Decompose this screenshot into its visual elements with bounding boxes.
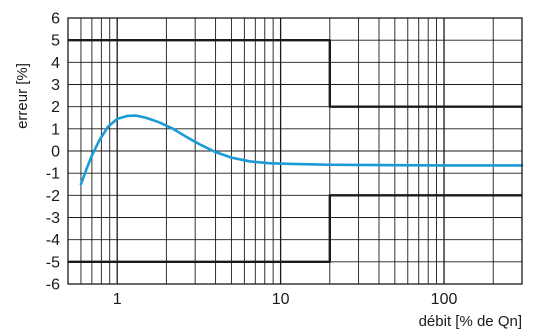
y-tick-label: -4 xyxy=(46,232,60,249)
y-tick-label: 3 xyxy=(51,77,60,94)
x-tick-label: 10 xyxy=(272,291,290,308)
y-tick-label: -6 xyxy=(46,277,60,294)
y-tick-label: 1 xyxy=(51,121,60,138)
x-axis-label: débit [% de Qn] xyxy=(419,313,522,330)
x-tick-label: 1 xyxy=(113,291,122,308)
y-axis-label: erreur [%] xyxy=(14,63,31,129)
y-tick-label: 4 xyxy=(51,55,60,72)
y-tick-label: -3 xyxy=(46,210,60,227)
y-tick-label: 2 xyxy=(51,99,60,116)
y-tick-label: -5 xyxy=(46,254,60,271)
x-tick-labels: 1 10 100 xyxy=(113,291,458,308)
lower-limit-line xyxy=(68,194,522,264)
x-tick-label: 100 xyxy=(431,291,458,308)
y-tick-label: 5 xyxy=(51,33,60,50)
y-tick-label: -2 xyxy=(46,188,60,205)
y-tick-labels: 6 5 4 3 2 1 0 -1 -2 -3 -4 -5 -6 xyxy=(46,11,60,294)
y-tick-label: 6 xyxy=(51,11,60,28)
plot-frame xyxy=(67,17,523,285)
upper-limit-line xyxy=(68,38,522,108)
error-curve-line xyxy=(79,114,524,186)
grid xyxy=(67,17,523,285)
series-group xyxy=(68,38,524,264)
y-tick-label: 0 xyxy=(51,144,60,161)
y-tick-label: -1 xyxy=(46,166,60,183)
